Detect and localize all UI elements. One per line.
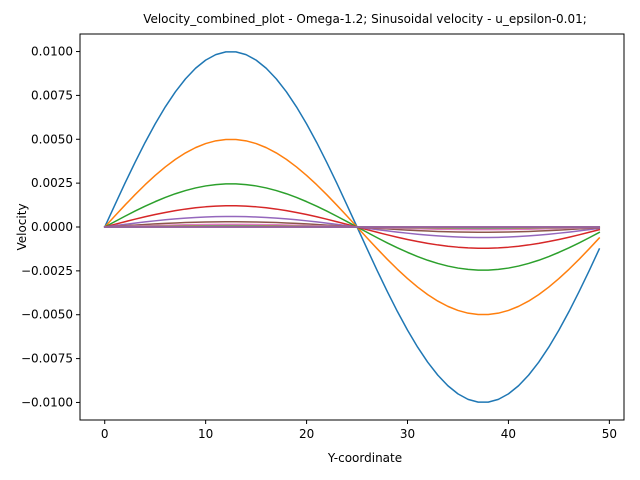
series-line-2 bbox=[103, 138, 601, 316]
y-tick-label: 0.0050 bbox=[31, 132, 73, 146]
y-tick-label: −0.0100 bbox=[21, 395, 73, 409]
x-axis-ticks: 0 10 20 30 40 50 bbox=[101, 420, 617, 441]
series-line-3 bbox=[103, 183, 601, 271]
y-tick-label: −0.0050 bbox=[21, 308, 73, 322]
x-tick-label: 20 bbox=[299, 427, 314, 441]
y-axis-label: Velocity bbox=[15, 203, 29, 250]
series-line-1 bbox=[103, 51, 601, 403]
y-tick-label: 0.0025 bbox=[31, 176, 73, 190]
x-tick-label: 40 bbox=[501, 427, 516, 441]
plot-area bbox=[79, 33, 625, 421]
y-tick-label: 0.0100 bbox=[31, 45, 73, 59]
x-axis-label: Y-coordinate bbox=[327, 451, 402, 465]
y-tick-label: −0.0025 bbox=[21, 264, 73, 278]
y-tick-label: 0.0075 bbox=[31, 88, 73, 102]
x-tick-label: 10 bbox=[198, 427, 213, 441]
series-layer bbox=[103, 51, 601, 403]
y-tick-label: 0.0000 bbox=[31, 220, 73, 234]
x-tick-label: 50 bbox=[602, 427, 617, 441]
chart-title: Velocity_combined_plot - Omega-1.2; Sinu… bbox=[143, 12, 587, 26]
x-tick-label: 30 bbox=[400, 427, 415, 441]
y-tick-label: −0.0075 bbox=[21, 352, 73, 366]
x-tick-label: 0 bbox=[101, 427, 109, 441]
y-axis-ticks: 0.0100 0.0075 0.0050 0.0025 0.0000 −0.0025 −0.… bbox=[21, 45, 80, 409]
